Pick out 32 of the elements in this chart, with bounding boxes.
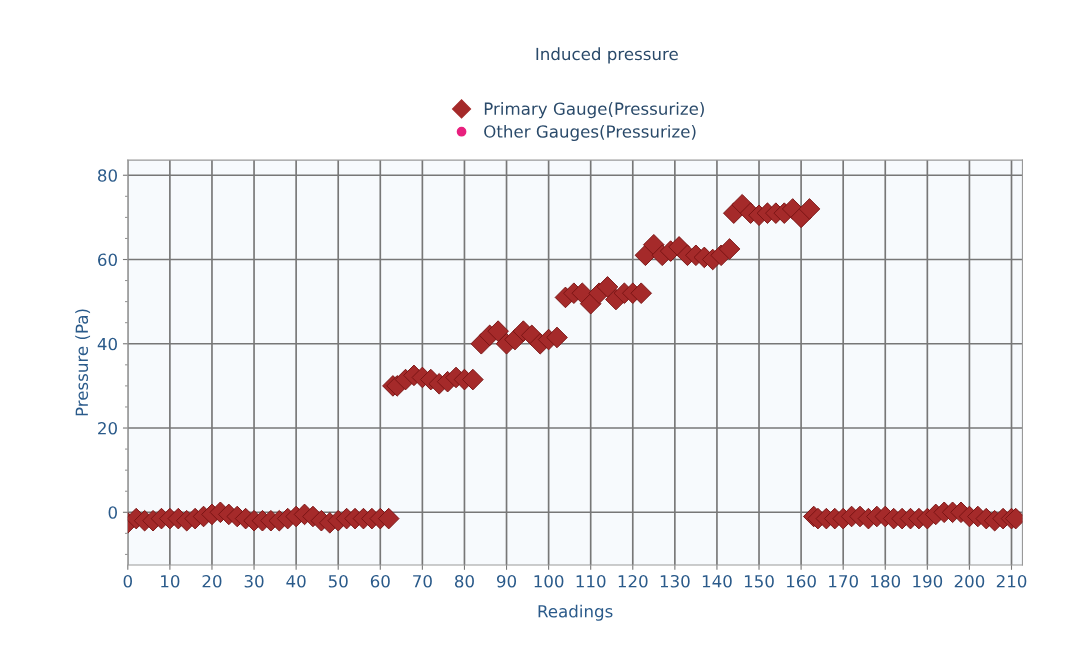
x-tick-label: 20 [202,574,222,588]
x-tick-label: 200 [954,574,985,588]
x-tick-label: 120 [618,574,648,588]
x-tick-label: 140 [702,574,732,588]
y-tick-label: 0 [108,506,117,519]
x-tick-label: 110 [576,574,606,588]
x-tick-label: 70 [413,574,432,588]
x-tick-label: 190 [913,574,943,588]
x-axis-title: Readings [538,604,613,621]
y-tick-label: 60 [98,253,117,267]
x-tick-label: 210 [996,574,1027,588]
y-tick-label: 20 [98,421,117,435]
chart-title: Induced pressure [536,47,678,64]
y-tick-label: 40 [97,337,117,351]
x-tick-label: 130 [660,574,690,588]
x-tick-label: 90 [496,574,517,588]
x-tick-label: 180 [871,574,901,588]
legend-label: Other Gauges(Pressurize) [484,124,696,142]
x-tick-label: 160 [787,574,816,588]
x-tick-label: 80 [454,574,474,588]
x-tick-label: 150 [744,574,774,588]
x-tick-label: 170 [829,574,858,588]
x-tick-label: 10 [161,574,180,588]
x-tick-label: 40 [286,574,306,588]
y-axis-title: Pressure (Pa) [75,309,91,416]
x-tick-label: 0 [123,574,132,588]
legend-label: Primary Gauge(Pressurize) [484,102,704,119]
x-tick-label: 50 [328,574,348,588]
x-tick-label: 100 [534,574,564,588]
x-tick-label: 60 [370,574,390,588]
y-tick-label: 80 [98,169,117,182]
x-tick-label: 30 [244,574,264,588]
